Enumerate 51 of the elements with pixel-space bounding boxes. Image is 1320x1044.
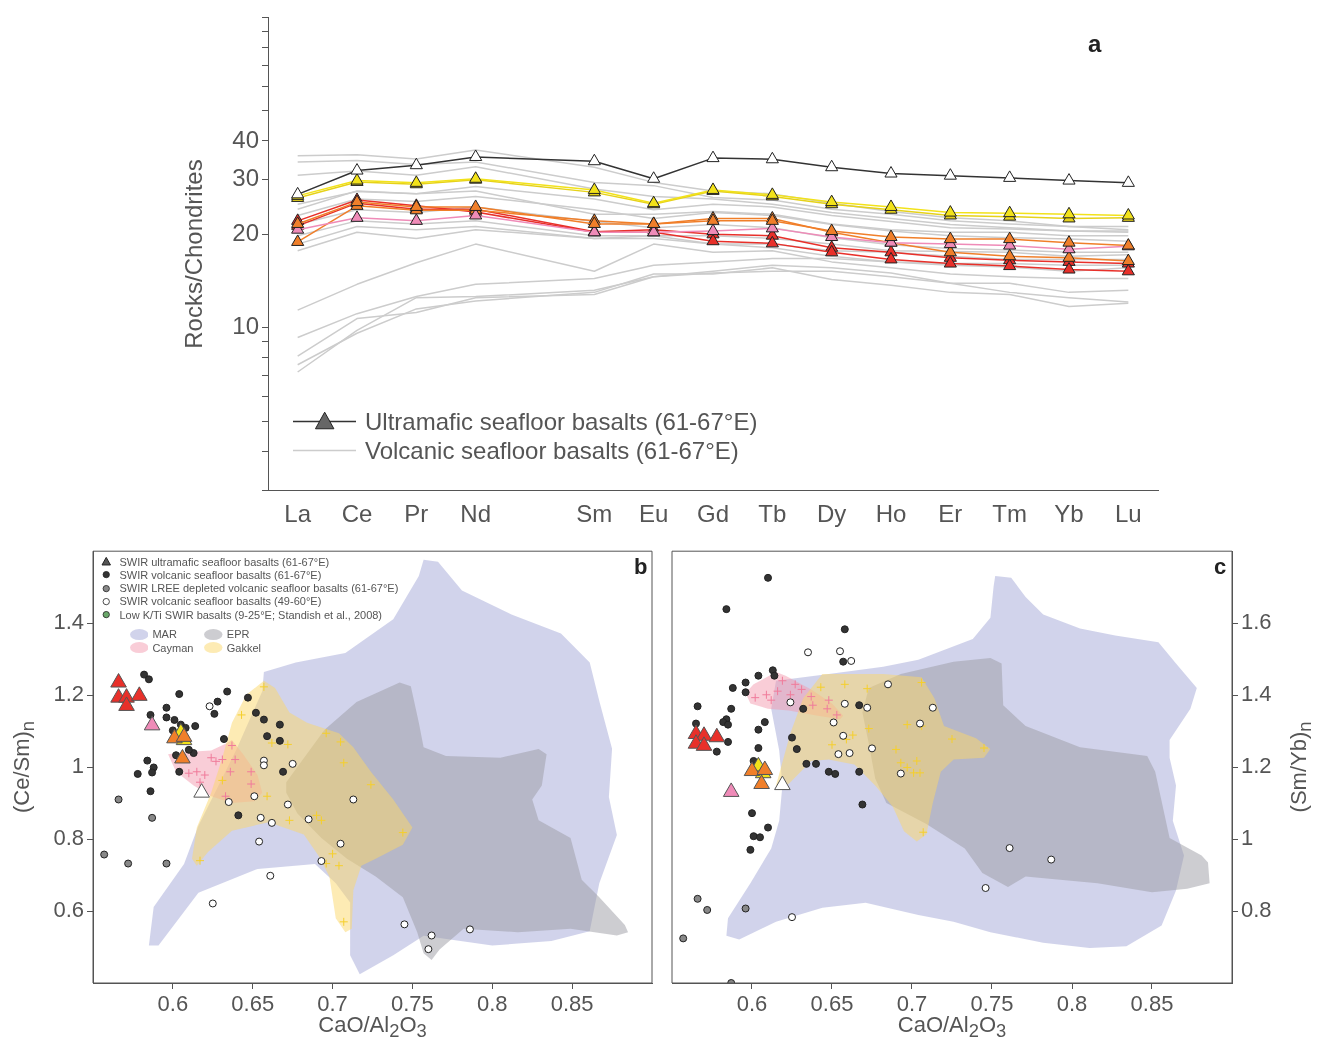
x-tick-label: 0.85 bbox=[1130, 991, 1174, 1017]
y-tick-label: 40 bbox=[232, 125, 259, 153]
x-tick-label: La bbox=[284, 500, 312, 528]
x-tick-label: Pr bbox=[404, 500, 429, 528]
x-tick-label: Dy bbox=[816, 500, 847, 528]
x-tick-label: Ho bbox=[875, 500, 907, 528]
y-tick-label: 0.8 bbox=[53, 825, 84, 851]
y2-tick-label: 1 bbox=[1241, 825, 1254, 851]
legend-label: Gakkel bbox=[226, 641, 262, 654]
y-tick-label: 20 bbox=[232, 218, 259, 246]
y-tick-label: 30 bbox=[232, 164, 259, 192]
x-tick-label: 0.85 bbox=[550, 991, 594, 1017]
x-tick-label: 0.8 bbox=[1056, 991, 1088, 1017]
y2-tick-label: 1.6 bbox=[1241, 609, 1272, 635]
x-tick-label: 0.8 bbox=[476, 991, 508, 1017]
legend-label: Ultramafic seafloor basalts (61-67°E) bbox=[364, 407, 758, 436]
x-tick-label: 0.6 bbox=[736, 991, 768, 1017]
y-axis-title: Rocks/Chondrites bbox=[180, 158, 208, 349]
y-tick-label: 10 bbox=[232, 312, 259, 340]
y2-tick-label: 0.8 bbox=[1241, 897, 1272, 923]
x-tick-label: Yb bbox=[1054, 500, 1084, 528]
legend-label: EPR bbox=[226, 628, 250, 641]
legend-label: SWIR LREE depleted volcanic seafloor basalts (61-67°E) bbox=[119, 582, 399, 595]
annotation: b bbox=[634, 554, 648, 581]
annotation: c bbox=[1214, 554, 1227, 581]
legend-label: Volcanic seafloor basalts (61-67°E) bbox=[364, 436, 739, 465]
y-tick-label: 1 bbox=[71, 753, 84, 779]
legend-label: SWIR ultramafic seafloor basalts (61-67°E) bbox=[119, 555, 330, 568]
y-tick-label: 1.2 bbox=[53, 681, 84, 707]
x-tick-label: Er bbox=[938, 500, 963, 528]
x-tick-label: Nd bbox=[460, 500, 492, 528]
legend-label: MAR bbox=[152, 628, 177, 641]
x-tick-label: Tb bbox=[758, 500, 787, 528]
y2-tick-label: 1.4 bbox=[1241, 681, 1272, 707]
legend-label: Cayman bbox=[152, 641, 194, 654]
x-tick-label: Ce bbox=[341, 500, 373, 528]
legend-label: SWIR volcanic seafloor basalts (61-67°E) bbox=[119, 568, 322, 581]
x-tick-label: Sm bbox=[576, 500, 613, 528]
x-tick-label: 0.65 bbox=[810, 991, 854, 1017]
x-tick-label: 0.65 bbox=[231, 991, 275, 1017]
legend-label: SWIR volcanic seafloor basalts (49-60°E) bbox=[119, 595, 322, 608]
x-tick-label: Eu bbox=[638, 500, 669, 528]
legend-label: Low K/Ti SWIR basalts (9-25°E; Standish et al., 2008) bbox=[119, 608, 383, 621]
x-tick-label: 0.6 bbox=[157, 991, 189, 1017]
y-tick-label: 0.6 bbox=[53, 897, 84, 923]
x-tick-label: Tm bbox=[992, 500, 1027, 528]
x-tick-label: Lu bbox=[1114, 500, 1142, 528]
annotation: a bbox=[1088, 30, 1102, 59]
x-tick-label: Gd bbox=[696, 500, 730, 528]
y2-tick-label: 1.2 bbox=[1241, 753, 1272, 779]
y-tick-label: 1.4 bbox=[53, 609, 84, 635]
